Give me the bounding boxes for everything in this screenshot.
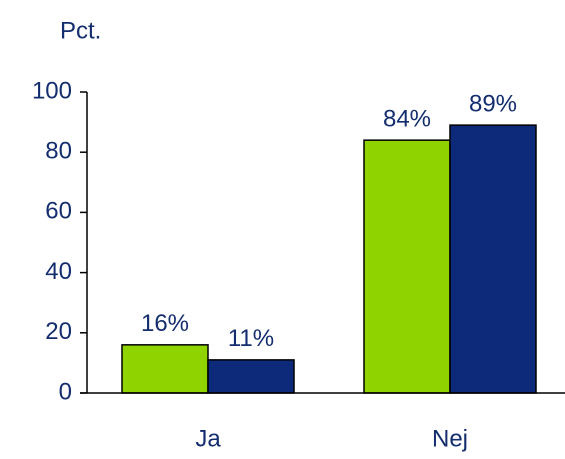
value-label: 84% — [383, 106, 431, 133]
y-tick-label: 100 — [32, 77, 72, 104]
value-label: 11% — [228, 325, 274, 352]
value-label: 16% — [141, 310, 189, 337]
x-tick-label: Nej — [432, 425, 468, 452]
y-axis-label: Pct. — [60, 17, 101, 44]
bar — [207, 359, 295, 394]
y-tick-label: 20 — [45, 318, 72, 345]
bar — [121, 344, 209, 394]
bar — [449, 124, 537, 394]
bar — [363, 139, 451, 394]
y-tick-label: 60 — [45, 198, 72, 225]
y-tick-label: 40 — [45, 258, 72, 285]
y-tick-label: 0 — [59, 378, 72, 405]
value-label: 89% — [469, 90, 517, 117]
y-tick-label: 80 — [45, 138, 72, 165]
x-tick-label: Ja — [195, 425, 221, 452]
